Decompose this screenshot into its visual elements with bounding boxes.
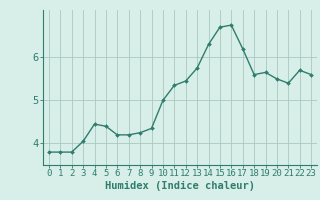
X-axis label: Humidex (Indice chaleur): Humidex (Indice chaleur) — [105, 181, 255, 191]
